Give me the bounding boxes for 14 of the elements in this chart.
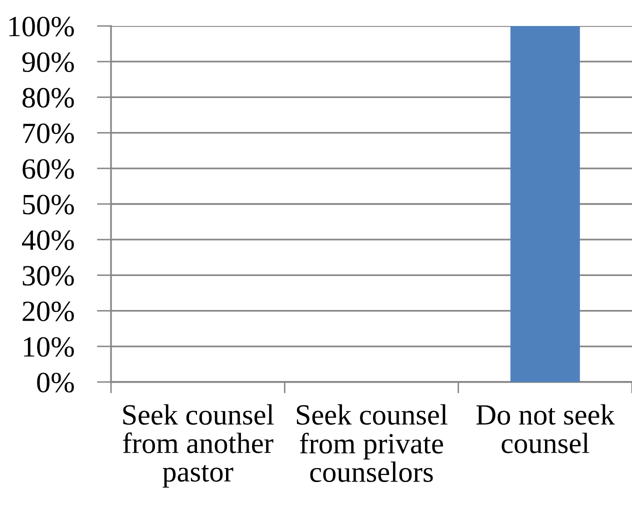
y-tick-label: 50%	[23, 194, 74, 214]
x-tick-label: Seek counsel from another pastor	[123, 404, 274, 488]
y-tick-label: 0%	[37, 372, 74, 392]
y-tick-label: 10%	[24, 337, 74, 357]
x-tick-label: Do not seek counsel	[476, 404, 615, 454]
y-tick-label: 60%	[22, 159, 74, 179]
y-tick-label: 100%	[9, 16, 74, 36]
x-tick-label: Seek counsel from private counselors	[296, 404, 448, 482]
y-tick-label: 70%	[23, 124, 74, 144]
y-tick-label: 90%	[22, 52, 74, 72]
y-tick-label: 40%	[22, 230, 74, 250]
y-tick-label: 30%	[22, 266, 74, 286]
y-tick-label: 80%	[22, 88, 74, 108]
y-tick-label: 20%	[22, 302, 74, 322]
